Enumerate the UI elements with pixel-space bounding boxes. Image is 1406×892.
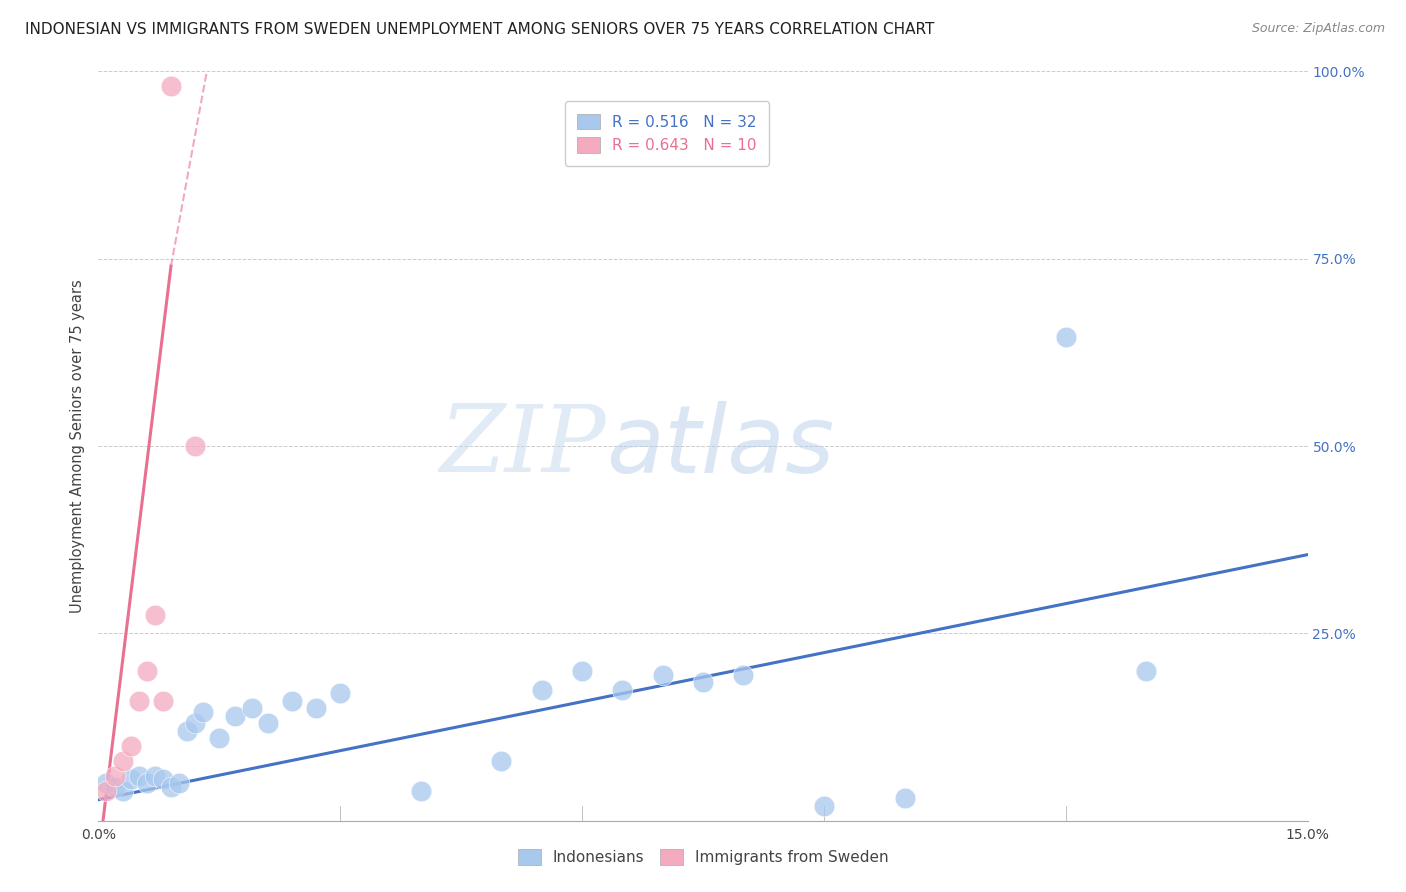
Point xyxy=(176,723,198,738)
Point xyxy=(491,754,513,768)
Point xyxy=(1054,330,1077,344)
Text: ZIP: ZIP xyxy=(440,401,606,491)
Point xyxy=(530,682,553,697)
Point xyxy=(256,716,278,731)
Point xyxy=(143,769,166,783)
Text: atlas: atlas xyxy=(606,401,835,491)
Point xyxy=(409,783,432,797)
Point xyxy=(120,772,142,787)
Point xyxy=(813,798,835,813)
Point xyxy=(612,682,634,697)
Point xyxy=(96,783,118,797)
Point xyxy=(128,769,150,783)
Point xyxy=(152,694,174,708)
Point xyxy=(692,675,714,690)
Point xyxy=(160,79,183,94)
Point xyxy=(184,439,207,453)
Point xyxy=(143,607,166,622)
Point xyxy=(96,776,118,790)
Point xyxy=(152,772,174,787)
Point xyxy=(128,694,150,708)
Point xyxy=(571,664,593,678)
Point xyxy=(224,708,246,723)
Point xyxy=(167,776,190,790)
Point xyxy=(111,754,134,768)
Point xyxy=(1135,664,1157,678)
Point xyxy=(281,694,304,708)
Point xyxy=(240,701,263,715)
Point xyxy=(305,701,328,715)
Point xyxy=(733,667,755,681)
Point xyxy=(103,769,125,783)
Point xyxy=(135,776,157,790)
Legend: Indonesians, Immigrants from Sweden: Indonesians, Immigrants from Sweden xyxy=(510,842,896,873)
Point xyxy=(193,705,215,719)
Text: INDONESIAN VS IMMIGRANTS FROM SWEDEN UNEMPLOYMENT AMONG SENIORS OVER 75 YEARS CO: INDONESIAN VS IMMIGRANTS FROM SWEDEN UNE… xyxy=(25,22,935,37)
Point xyxy=(160,780,183,794)
Text: Source: ZipAtlas.com: Source: ZipAtlas.com xyxy=(1251,22,1385,36)
Point xyxy=(111,783,134,797)
Point xyxy=(135,664,157,678)
Point xyxy=(893,791,915,805)
Point xyxy=(651,667,673,681)
Y-axis label: Unemployment Among Seniors over 75 years: Unemployment Among Seniors over 75 years xyxy=(70,279,86,613)
Point xyxy=(184,716,207,731)
Point xyxy=(103,780,125,794)
Point xyxy=(120,739,142,753)
Point xyxy=(208,731,231,746)
Point xyxy=(329,686,352,700)
